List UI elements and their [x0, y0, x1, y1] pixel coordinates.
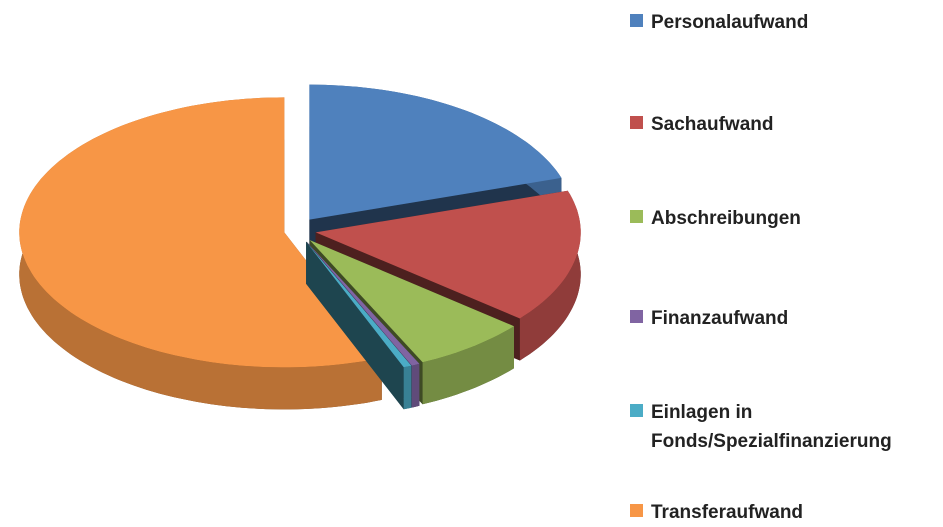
legend-item: Abschreibungen — [630, 204, 941, 233]
slice-side — [411, 363, 420, 408]
legend-item: Sachaufwand — [630, 110, 941, 139]
slice-side — [403, 365, 412, 410]
slice — [315, 190, 581, 319]
legend-item: Einlagen in Fonds/Spezialfinanzierung — [630, 398, 941, 456]
legend-label: Einlagen in Fonds/Spezialfinanzierung — [651, 402, 892, 452]
legend-swatch — [630, 210, 643, 223]
chart — [19, 84, 581, 410]
legend-label: Personalaufwand — [651, 12, 809, 33]
slice-wall — [306, 241, 404, 410]
legend-label: Finanzaufwand — [651, 308, 789, 329]
slice — [306, 241, 412, 368]
legend-label: Transferaufwand — [651, 502, 804, 523]
legend-swatch — [630, 504, 643, 517]
slice-side — [422, 326, 514, 405]
slice — [306, 241, 420, 366]
legend-swatch — [630, 14, 643, 27]
legend-swatch — [630, 116, 643, 129]
slice — [309, 84, 562, 220]
legend-swatch — [630, 404, 643, 417]
slice — [19, 97, 382, 368]
legend-label: Sachaufwand — [651, 114, 774, 135]
legend-swatch — [630, 310, 643, 323]
legend-item: Finanzaufwand — [630, 304, 941, 333]
slice-side — [519, 190, 581, 361]
legend-item: Transferaufwand — [630, 498, 941, 527]
slice — [309, 240, 514, 363]
slice-side — [19, 97, 382, 410]
legend-label: Abschreibungen — [651, 208, 801, 229]
legend-item: Personalaufwand — [630, 8, 941, 37]
